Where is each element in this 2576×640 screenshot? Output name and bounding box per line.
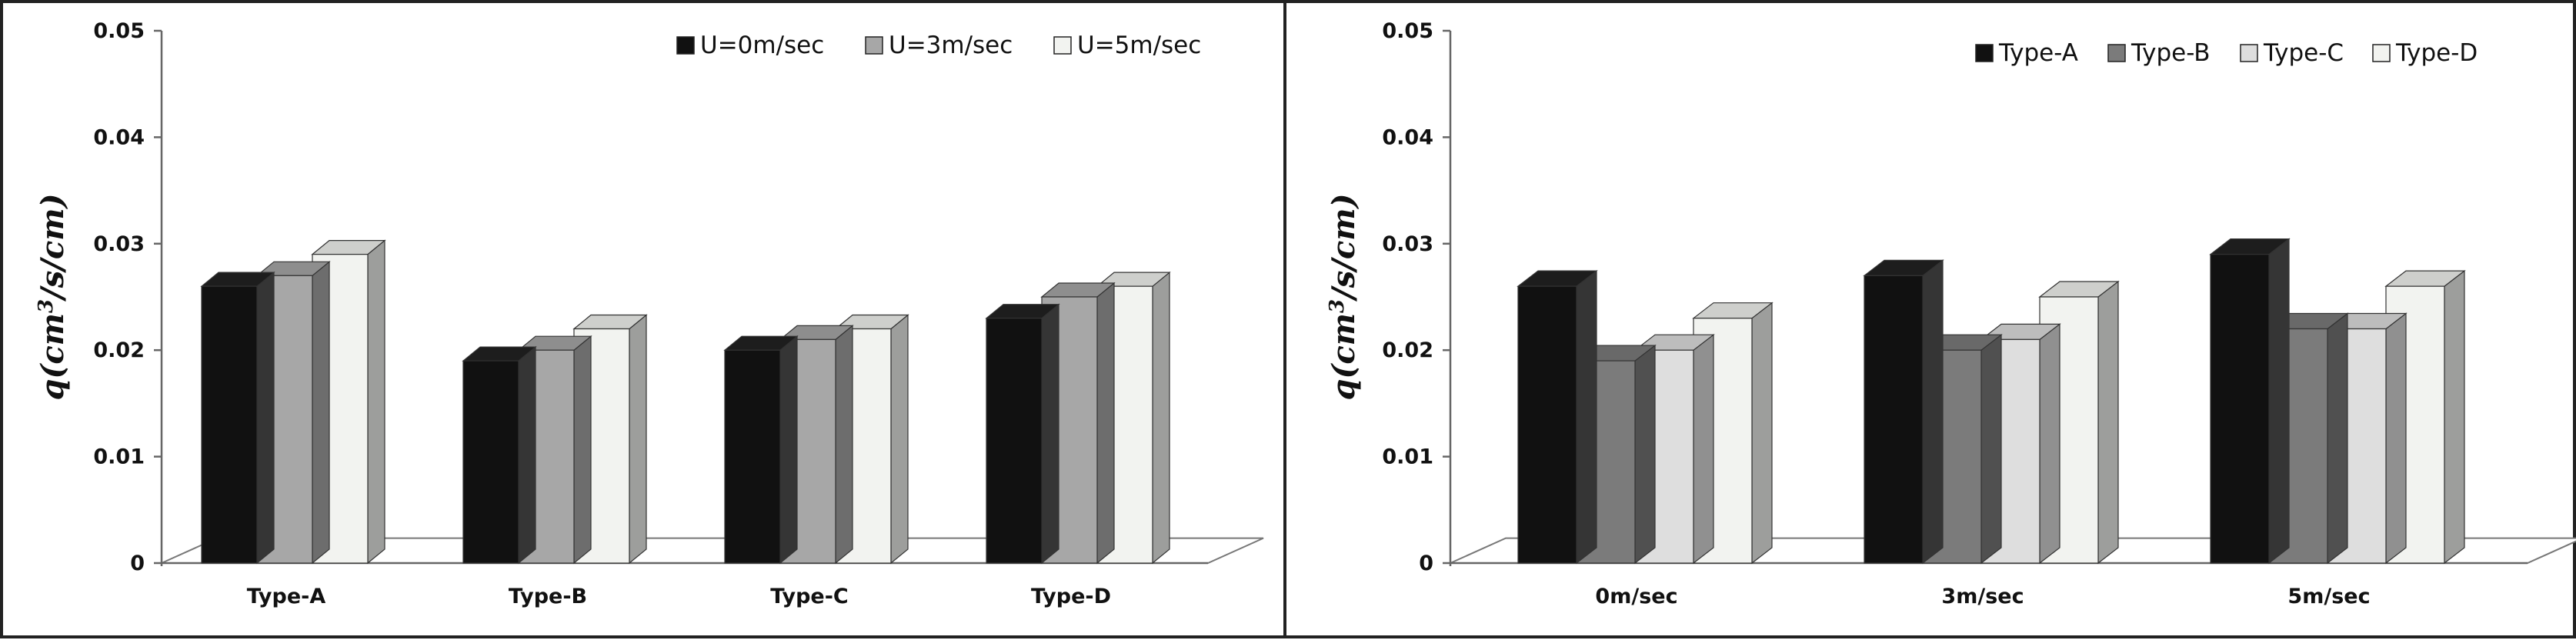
x-category-label: Type-C <box>770 585 848 608</box>
bar-side <box>629 314 647 565</box>
bar <box>723 335 799 565</box>
bar-side <box>1751 302 1773 565</box>
bar-side <box>312 261 330 565</box>
chart-left: 0 0.01 0.02 0.03 0.04 0.05 q(cm3/s/cm) Type-A Ty… <box>0 0 1286 638</box>
bar-side <box>890 314 909 565</box>
bar-side <box>573 335 592 565</box>
x-category-label: Type-A <box>247 585 326 608</box>
legend-swatch <box>1053 36 1072 55</box>
bar-front <box>201 285 258 564</box>
legend-item: Type-C <box>2240 39 2344 67</box>
y-tick-label: 0.05 <box>93 19 145 43</box>
bar-side <box>1693 333 1714 565</box>
bar-front <box>724 349 781 564</box>
bar-side <box>2444 269 2465 565</box>
y-tick-label: 0.03 <box>1382 232 1433 256</box>
bar <box>200 271 275 565</box>
bar <box>1863 259 1944 565</box>
y-title-base: q(cm <box>35 313 71 401</box>
bar-front <box>1517 285 1577 564</box>
y-axis-title: q(cm3/s/cm) <box>1326 193 1362 400</box>
bar-side <box>2097 280 2119 565</box>
y-tick-label: 0 <box>130 552 145 575</box>
bar-side <box>1576 269 1597 565</box>
legend-swatch <box>2240 44 2258 62</box>
bar-side <box>367 239 385 565</box>
bar-side <box>2327 312 2348 565</box>
legend-swatch <box>676 36 695 55</box>
legend-item: U=5m/sec <box>1053 32 1201 59</box>
legend-label: Type-A <box>1998 39 2078 67</box>
bar <box>2209 238 2291 565</box>
bar-side <box>256 271 275 565</box>
y-title-rest: /s/cm) <box>35 193 71 302</box>
legend-item: Type-A <box>1975 39 2078 67</box>
bar-front <box>986 318 1043 564</box>
bar-side <box>1634 344 1656 565</box>
bar <box>1517 269 1598 565</box>
y-tick-label: 0.04 <box>1382 125 1433 149</box>
bar-side <box>518 345 536 565</box>
legend-label: U=5m/sec <box>1077 32 1201 59</box>
legend-swatch <box>2107 44 2126 62</box>
bar <box>462 345 537 565</box>
legend-swatch <box>2372 44 2391 62</box>
y-title-base: q(cm <box>1326 313 1362 401</box>
legend-label: Type-C <box>2263 39 2344 67</box>
bar-side <box>1922 259 1944 565</box>
legend-item: U=3m/sec <box>865 32 1013 59</box>
x-category-label: 5m/sec <box>2287 585 2370 608</box>
x-category-label: 3m/sec <box>1941 585 2024 608</box>
legend-label: Type-D <box>2395 39 2478 67</box>
bar-side <box>2268 238 2290 565</box>
y-tick-label: 0.05 <box>1382 19 1433 43</box>
bar-side <box>1041 303 1059 565</box>
bar-side <box>1096 282 1115 565</box>
x-category-label: 0m/sec <box>1595 585 1677 608</box>
y-tick-label: 0 <box>1419 552 1433 575</box>
y-title-sup: 3 <box>1326 299 1349 313</box>
bar-side <box>1980 333 2002 565</box>
y-tick-label: 0.02 <box>93 338 145 362</box>
y-tick-label: 0.02 <box>1382 338 1433 362</box>
bar <box>985 303 1060 565</box>
legend-label: U=0m/sec <box>700 32 824 59</box>
x-category-label: Type-D <box>1031 585 1111 608</box>
y-tick-label: 0.01 <box>1382 445 1433 469</box>
bar-front <box>2210 254 2270 564</box>
legend-swatch <box>865 36 883 55</box>
bar-front <box>462 360 519 564</box>
legend-item: Type-D <box>2372 39 2478 67</box>
bar-side <box>835 325 853 565</box>
bar-front <box>1864 275 1924 564</box>
y-tick-label: 0.03 <box>93 232 145 256</box>
legend-swatch <box>1975 44 1994 62</box>
legend-item: Type-B <box>2107 39 2211 67</box>
y-tick-label: 0.01 <box>93 445 145 469</box>
bar-side <box>1152 271 1170 565</box>
bar-side <box>2385 312 2407 565</box>
x-category-label: Type-B <box>509 585 587 608</box>
bar-side <box>779 335 798 565</box>
y-axis-title: q(cm3/s/cm) <box>35 193 71 400</box>
bar-side <box>2039 323 2060 565</box>
y-tick-label: 0.04 <box>93 125 145 149</box>
legend-label: U=3m/sec <box>889 32 1013 59</box>
legend-label: Type-B <box>2131 39 2211 67</box>
y-title-rest: /s/cm) <box>1326 193 1362 302</box>
y-title-sup: 3 <box>35 299 58 313</box>
chart-right: 0 0.01 0.02 0.03 0.04 0.05 q(cm3/s/cm) 0m/sec 3m… <box>1283 0 2576 638</box>
legend-item: U=0m/sec <box>676 32 824 59</box>
